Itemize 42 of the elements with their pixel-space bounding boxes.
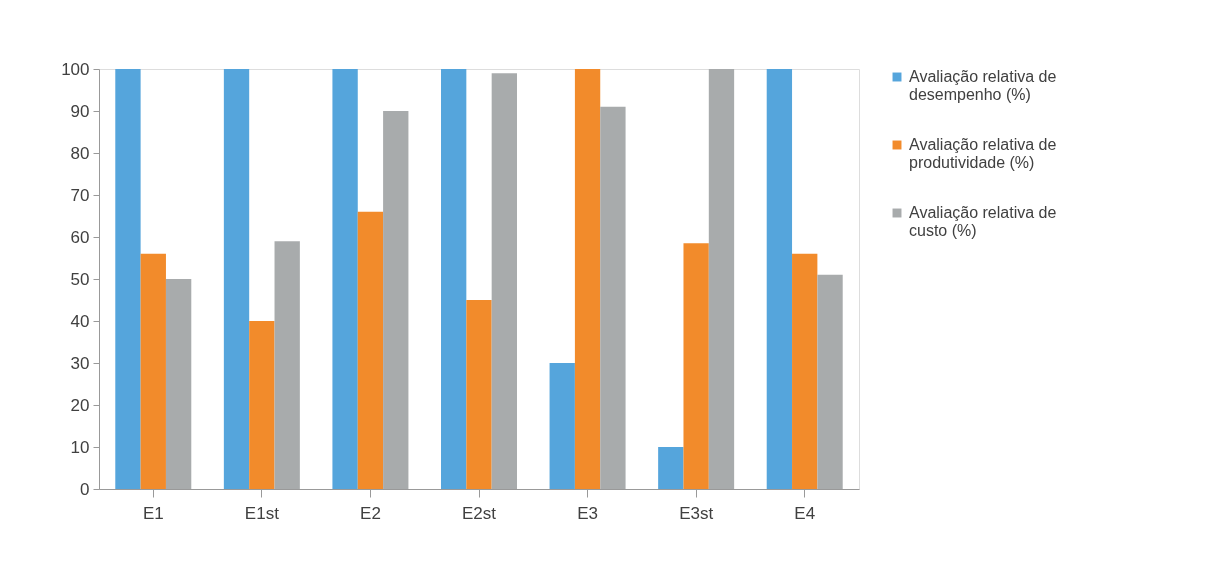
x-tick-label: E2 xyxy=(360,503,381,523)
bar xyxy=(658,447,684,489)
bar xyxy=(600,106,626,489)
y-tick-label: 60 xyxy=(70,227,90,247)
bar xyxy=(441,69,467,489)
y-tick-label: 30 xyxy=(70,353,90,373)
bar xyxy=(549,363,575,489)
y-tick-label: 40 xyxy=(70,311,90,331)
bar xyxy=(574,69,601,489)
x-tick-label: E4 xyxy=(794,503,816,523)
x-tick-label: E2st xyxy=(461,503,497,523)
legend-label: Avaliação relativa de produtividade (%) xyxy=(909,136,1057,171)
bar xyxy=(792,253,818,489)
legend-label: Avaliação relativa de desempenho (%) xyxy=(909,68,1057,103)
y-tick-label: 0 xyxy=(80,479,90,499)
bar xyxy=(683,243,709,489)
bar xyxy=(249,321,275,489)
bar xyxy=(332,69,358,489)
bar xyxy=(140,253,166,489)
bar xyxy=(766,69,793,489)
y-tick-label: 90 xyxy=(70,101,90,121)
x-tick-label: E1st xyxy=(244,503,280,523)
x-tick-label: E1 xyxy=(142,503,164,523)
bar xyxy=(491,73,517,489)
bar xyxy=(223,69,250,489)
bar xyxy=(357,211,384,489)
bar xyxy=(817,274,843,489)
bar xyxy=(115,69,141,489)
y-tick-label: 10 xyxy=(70,437,90,457)
bar xyxy=(466,300,492,489)
y-tick-label: 50 xyxy=(70,269,90,289)
y-tick-label: 100 xyxy=(61,59,90,79)
legend-label: Avaliação relativa de custo (%) xyxy=(909,204,1057,239)
x-tick-label: E3 xyxy=(577,503,598,523)
y-tick-label: 70 xyxy=(70,185,90,205)
y-tick-label: 80 xyxy=(70,143,90,163)
y-tick-label: 20 xyxy=(70,395,90,415)
bar xyxy=(708,69,735,489)
bar xyxy=(165,279,192,489)
bar xyxy=(274,241,300,489)
x-tick-label: E3st xyxy=(679,503,714,523)
bar xyxy=(383,111,409,489)
